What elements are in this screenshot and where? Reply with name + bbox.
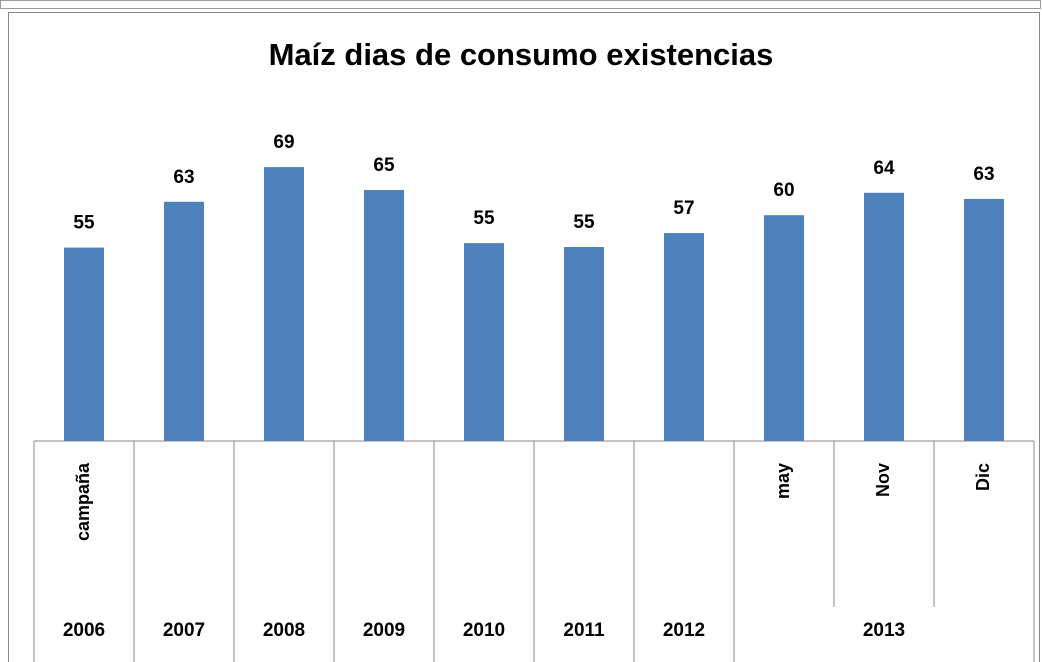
x-tick-label: Nov <box>873 463 893 497</box>
data-label: 65 <box>373 155 395 176</box>
data-label: 60 <box>773 180 794 201</box>
data-label: 57 <box>673 198 694 219</box>
group-label: 2012 <box>663 620 705 641</box>
group-label: 2009 <box>363 620 405 641</box>
bar <box>264 167 304 441</box>
bar <box>364 190 404 441</box>
x-tick-label: Dic <box>973 463 993 491</box>
chart-title: Maíz dias de consumo existencias <box>269 37 774 72</box>
bar <box>464 243 504 441</box>
data-label: 55 <box>73 213 95 234</box>
x-tick-label: campaña <box>73 462 93 541</box>
data-label: 64 <box>873 158 895 179</box>
bar <box>864 192 904 441</box>
group-label: 2008 <box>263 620 305 641</box>
data-label: 55 <box>473 208 495 229</box>
data-label: 69 <box>273 132 294 153</box>
data-label: 63 <box>173 167 194 188</box>
data-label: 63 <box>973 164 994 185</box>
group-label: 2010 <box>463 620 505 641</box>
bar <box>764 215 804 441</box>
x-tick-label: may <box>773 463 793 499</box>
group-label: 2013 <box>863 620 905 641</box>
bar <box>64 247 104 441</box>
group-label: 2006 <box>63 620 105 641</box>
bar <box>564 247 604 441</box>
bar <box>164 201 204 441</box>
group-label: 2007 <box>163 620 205 641</box>
data-label: 55 <box>573 212 595 233</box>
bar <box>664 233 704 441</box>
bar <box>964 198 1004 441</box>
group-label: 2011 <box>563 620 605 641</box>
top-frame <box>0 0 1041 9</box>
